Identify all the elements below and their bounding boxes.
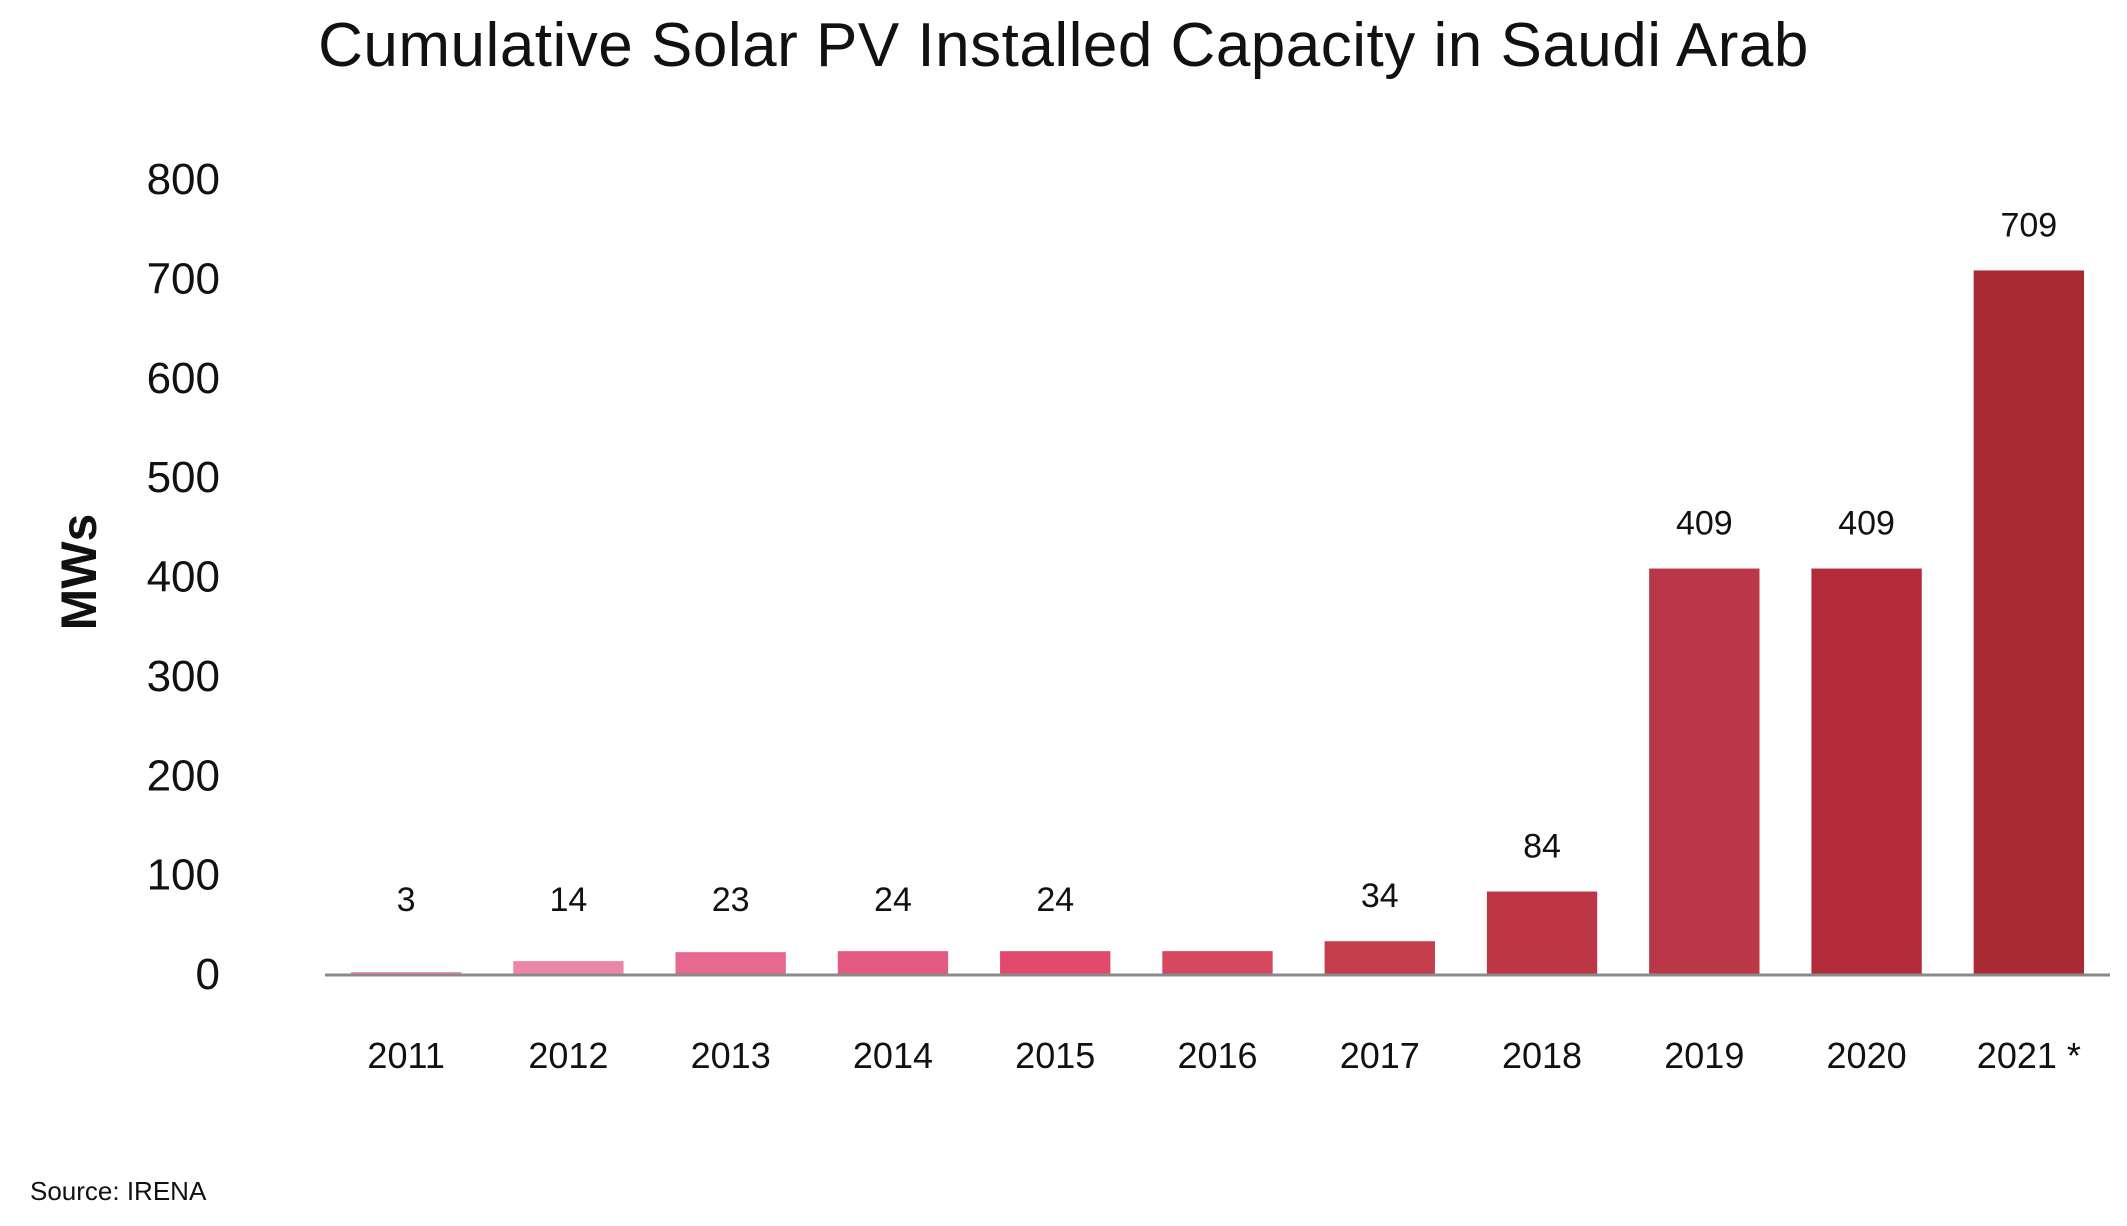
x-tick-label-2019: 2019 (1664, 1035, 1744, 1076)
data-label-2012: 14 (549, 881, 587, 919)
y-tick-label: 500 (147, 453, 220, 502)
x-tick-label-2017: 2017 (1340, 1035, 1420, 1076)
x-axis-ticks: 2011 2012 2013 2014 2015 2016 2017 2018 2019 2020… (367, 1035, 2080, 1076)
y-tick-label: 800 (147, 155, 220, 204)
data-label-2015: 24 (1036, 881, 1074, 919)
x-tick-label-2014: 2014 (853, 1035, 933, 1076)
x-tick-label-2021: 2021 * (1977, 1035, 2081, 1076)
y-tick-label: 200 (147, 751, 220, 800)
data-label-2011: 3 (397, 881, 416, 919)
data-label-2013: 23 (712, 881, 750, 919)
y-tick-label: 0 (196, 950, 220, 999)
bar-2015 (1000, 951, 1111, 975)
x-tick-label-2011: 2011 (367, 1035, 444, 1076)
data-label-2021: 709 (2000, 206, 2057, 244)
x-tick-label-2018: 2018 (1502, 1035, 1582, 1076)
y-axis-ticks: 0 100 200 300 400 500 600 700 800 (147, 155, 220, 999)
bar-2014 (837, 951, 949, 975)
y-tick-label: 600 (147, 354, 220, 403)
y-axis-title-group: MWs (51, 514, 107, 631)
data-label-2019: 409 (1676, 505, 1733, 543)
x-tick-label-2012: 2012 (528, 1035, 608, 1076)
source-note: Source: IRENA (30, 1176, 207, 1206)
data-label-2020: 409 (1838, 505, 1895, 543)
x-tick-label-2020: 2020 (1827, 1035, 1907, 1076)
data-label-2017: 34 (1361, 877, 1399, 915)
y-axis-title: MWs (51, 514, 107, 631)
bar-2017 (1324, 941, 1435, 975)
bars (350, 270, 2085, 975)
y-tick-label: 700 (147, 254, 220, 303)
bar-2013 (675, 952, 786, 975)
data-label-2014: 24 (874, 881, 912, 919)
data-labels: 3 14 23 24 24 34 84 409 409 709 (397, 206, 2058, 919)
chart-title: Cumulative Solar PV Installed Capacity i… (318, 11, 1809, 80)
bar-2012 (513, 961, 624, 975)
y-tick-label: 300 (147, 652, 220, 701)
bar-2020 (1811, 568, 1922, 975)
x-tick-label-2015: 2015 (1015, 1035, 1095, 1076)
bar-2016 (1162, 951, 1273, 975)
x-tick-label-2016: 2016 (1177, 1035, 1257, 1076)
bar-2019 (1649, 568, 1760, 975)
x-tick-label-2013: 2013 (691, 1035, 771, 1076)
y-tick-label: 400 (147, 553, 220, 602)
bar-2018 (1486, 891, 1598, 975)
bar-2021 (1973, 270, 2085, 975)
data-label-2018: 84 (1523, 828, 1561, 866)
y-tick-label: 100 (147, 851, 220, 900)
